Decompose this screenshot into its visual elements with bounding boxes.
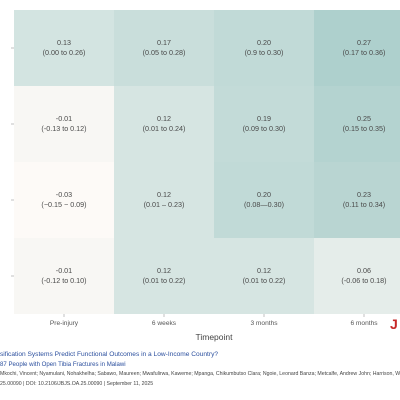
cell-value-label: 0.23 (357, 190, 371, 199)
cell-value-label: 0.19 (257, 114, 271, 123)
cell-value-label: -0.01 (56, 266, 72, 275)
cell-ci-label: (-0.06 to 0.18) (341, 276, 386, 285)
heatmap-cells: 0.13(0.00 to 0.26) 0.17(0.05 to 0.28) 0.20… (14, 10, 400, 314)
cell-value-label: 0.12 (157, 114, 171, 123)
cell-ci-label: (0.00 to 0.26) (43, 48, 86, 57)
cell-value-label: 0.27 (357, 38, 371, 47)
cell-ci-label: (−0.15 − 0.09) (41, 200, 86, 209)
cell-value-label: 0.12 (157, 190, 171, 199)
y-axis-ticks (11, 47, 14, 277)
heatmap-cell (14, 238, 114, 314)
cell-value-label: 0.12 (257, 266, 271, 275)
cell-ci-label: (0.9 to 0.30) (245, 48, 284, 57)
journal-logo: J (390, 316, 398, 332)
heatmap-cell (14, 162, 114, 238)
cell-ci-label: (0.01 to 0.24) (143, 124, 186, 133)
cell-value-label: 0.25 (357, 114, 371, 123)
heatmap-cell (214, 10, 314, 86)
heatmap-cell (314, 238, 400, 314)
heatmap-cell (214, 238, 314, 314)
x-tick-label: 6 months (350, 320, 378, 327)
cell-ci-label: (0.17 to 0.36) (343, 48, 386, 57)
x-axis-title: Timepoint (195, 332, 233, 342)
cell-ci-label: (0.15 to 0.35) (343, 124, 386, 133)
article-doi-line: 25.00090 | DOI: 10.2106/JBJS.OA.25.00090… (0, 381, 154, 387)
cell-value-label: 0.20 (257, 190, 271, 199)
heatmap-cell (314, 86, 400, 162)
cell-ci-label: (-0.13 to 0.12) (41, 124, 86, 133)
article-subtitle: 87 People with Open Tibia Fractures in M… (0, 361, 126, 368)
article-title[interactable]: sification Systems Predict Functional Ou… (0, 351, 219, 358)
article-authors: Mkochi, Vincent; Nyamulani, Nohakhelha; … (0, 371, 400, 377)
cell-ci-label: (0.08—0.30) (244, 200, 284, 209)
heatmap-cell (114, 162, 214, 238)
heatmap-cell (114, 238, 214, 314)
heatmap-cell (14, 10, 114, 86)
cell-value-label: 0.12 (157, 266, 171, 275)
heatmap-cell (314, 10, 400, 86)
cell-ci-label: (0.01 to 0.22) (143, 276, 186, 285)
cell-ci-label: (0.05 to 0.28) (143, 48, 186, 57)
cell-ci-label: (0.09 to 0.30) (243, 124, 286, 133)
x-tick-label: Pre-injury (50, 320, 79, 327)
cell-value-label: -0.01 (56, 114, 72, 123)
cell-value-label: -0.03 (56, 190, 72, 199)
cell-value-label: 0.20 (257, 38, 271, 47)
cell-value-label: 0.06 (357, 266, 371, 275)
heatmap-chart: 0.13(0.00 to 0.26) 0.17(0.05 to 0.28) 0.20… (11, 10, 400, 342)
heatmap-cell (114, 86, 214, 162)
cell-value-label: 0.13 (57, 38, 71, 47)
heatmap-cell (314, 162, 400, 238)
heatmap-cell (114, 10, 214, 86)
x-tick-label: 6 weeks (152, 320, 177, 327)
x-tick-label: 3 months (250, 320, 278, 327)
heatmap-cell (214, 162, 314, 238)
cell-value-label: 0.17 (157, 38, 171, 47)
heatmap-cell (14, 86, 114, 162)
cell-ci-label: (0.01 to 0.22) (243, 276, 286, 285)
cell-ci-label: (0.01 – 0.23) (144, 200, 185, 209)
cell-ci-label: (-0.12 to 0.10) (41, 276, 86, 285)
heatmap-cell (214, 86, 314, 162)
cell-ci-label: (0.11 to 0.34) (343, 200, 385, 209)
